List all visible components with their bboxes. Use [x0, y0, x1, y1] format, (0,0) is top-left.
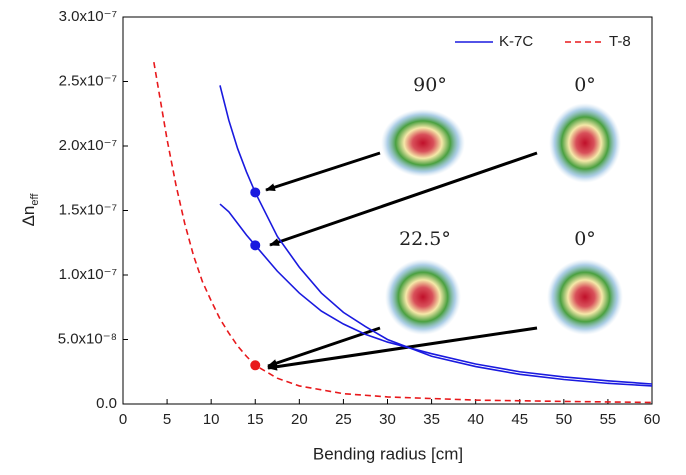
mode-image: [549, 103, 621, 183]
y-tick-label: 0.0: [96, 395, 117, 412]
mode-image: [547, 259, 623, 335]
x-tick-label: 10: [203, 411, 220, 428]
arrow: [266, 153, 380, 190]
chart: Bending radius [cm] Δneff 0 5 10 15 20 25 30 35…: [0, 0, 686, 470]
legend-label: T-8: [609, 33, 631, 50]
x-tick-label: 35: [423, 411, 440, 428]
x-tick-label: 40: [467, 411, 484, 428]
y-tick-label: 3.0x10⁻⁷: [59, 8, 117, 25]
x-tick-label: 30: [379, 411, 396, 428]
data-point: [250, 187, 260, 197]
x-tick-label: 25: [335, 411, 352, 428]
x-tick-label: 50: [555, 411, 572, 428]
x-axis-label: Bending radius [cm]: [313, 444, 463, 463]
annotation: 0°: [574, 74, 596, 96]
y-tick-label: 5.0x10⁻⁸: [58, 330, 117, 347]
data-point: [250, 240, 260, 250]
legend-label: K-7C: [499, 33, 533, 50]
y-tick-label: 1.5x10⁻⁷: [59, 201, 117, 218]
x-tick-label: 45: [511, 411, 528, 428]
mode-image: [381, 109, 465, 177]
y-axis-label: Δneff: [19, 193, 40, 227]
plot-frame: [123, 17, 652, 404]
y-tick-label: 1.0x10⁻⁷: [59, 266, 117, 283]
x-tick-label: 0: [119, 411, 127, 428]
x-tick-label: 55: [600, 411, 617, 428]
x-tick-label: 5: [163, 411, 171, 428]
data-point: [250, 360, 260, 370]
mode-image: [385, 259, 461, 335]
arrow: [268, 328, 537, 368]
x-tick-label: 60: [644, 411, 661, 428]
annotation: 90°: [413, 74, 447, 96]
y-tick-label: 2.5x10⁻⁷: [59, 72, 117, 89]
annotation: 0°: [574, 228, 596, 250]
y-tick-label: 2.0x10⁻⁷: [59, 137, 117, 154]
x-tick-label: 15: [247, 411, 264, 428]
annotation: 22.5°: [399, 228, 451, 250]
x-tick-label: 20: [291, 411, 308, 428]
